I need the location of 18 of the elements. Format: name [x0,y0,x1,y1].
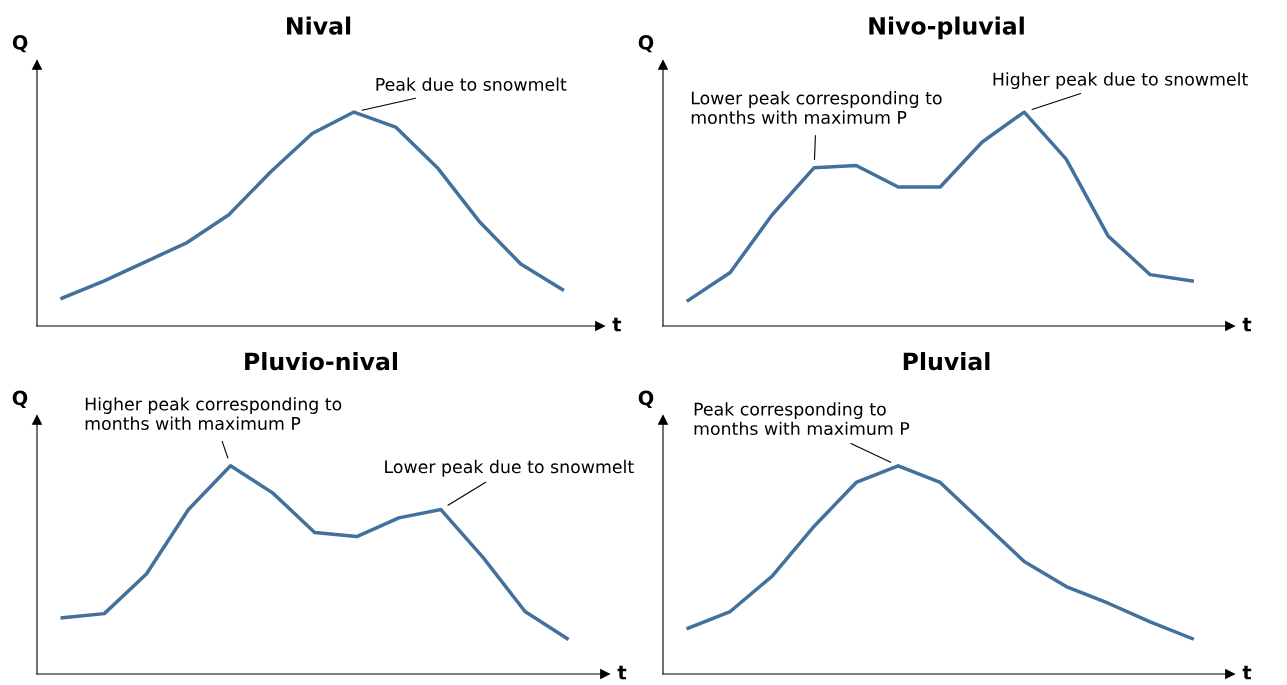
y-axis-title: Q [12,35,28,53]
text: Peak corresponding to months with maximum P [694,402,910,436]
y-axis-title: Q [12,390,28,408]
chart-title: Pluvial [903,352,990,371]
x-axis-title: t [1242,317,1252,332]
x-axis-title: t [612,317,622,332]
x-axis-title: t [617,665,627,680]
x-axis-title: t [1242,665,1252,680]
chart-title: Nivo-pluvial [869,16,1024,40]
y-axis-title: Q [638,390,654,408]
text: Higher peak corresponding to months with maximum P [85,397,342,431]
annotation: Lower peak corresponding to months with maximum P [691,91,942,124]
annotation: Lower peak due to snowmelt [385,459,634,477]
text: Peak due to snowmelt [376,77,567,91]
chart-title: Nival [287,16,351,35]
text: Higher peak due to snowmelt [993,72,1248,90]
y-axis-title: Q [638,35,654,53]
chart-title: Pluvio-nival [245,352,398,371]
